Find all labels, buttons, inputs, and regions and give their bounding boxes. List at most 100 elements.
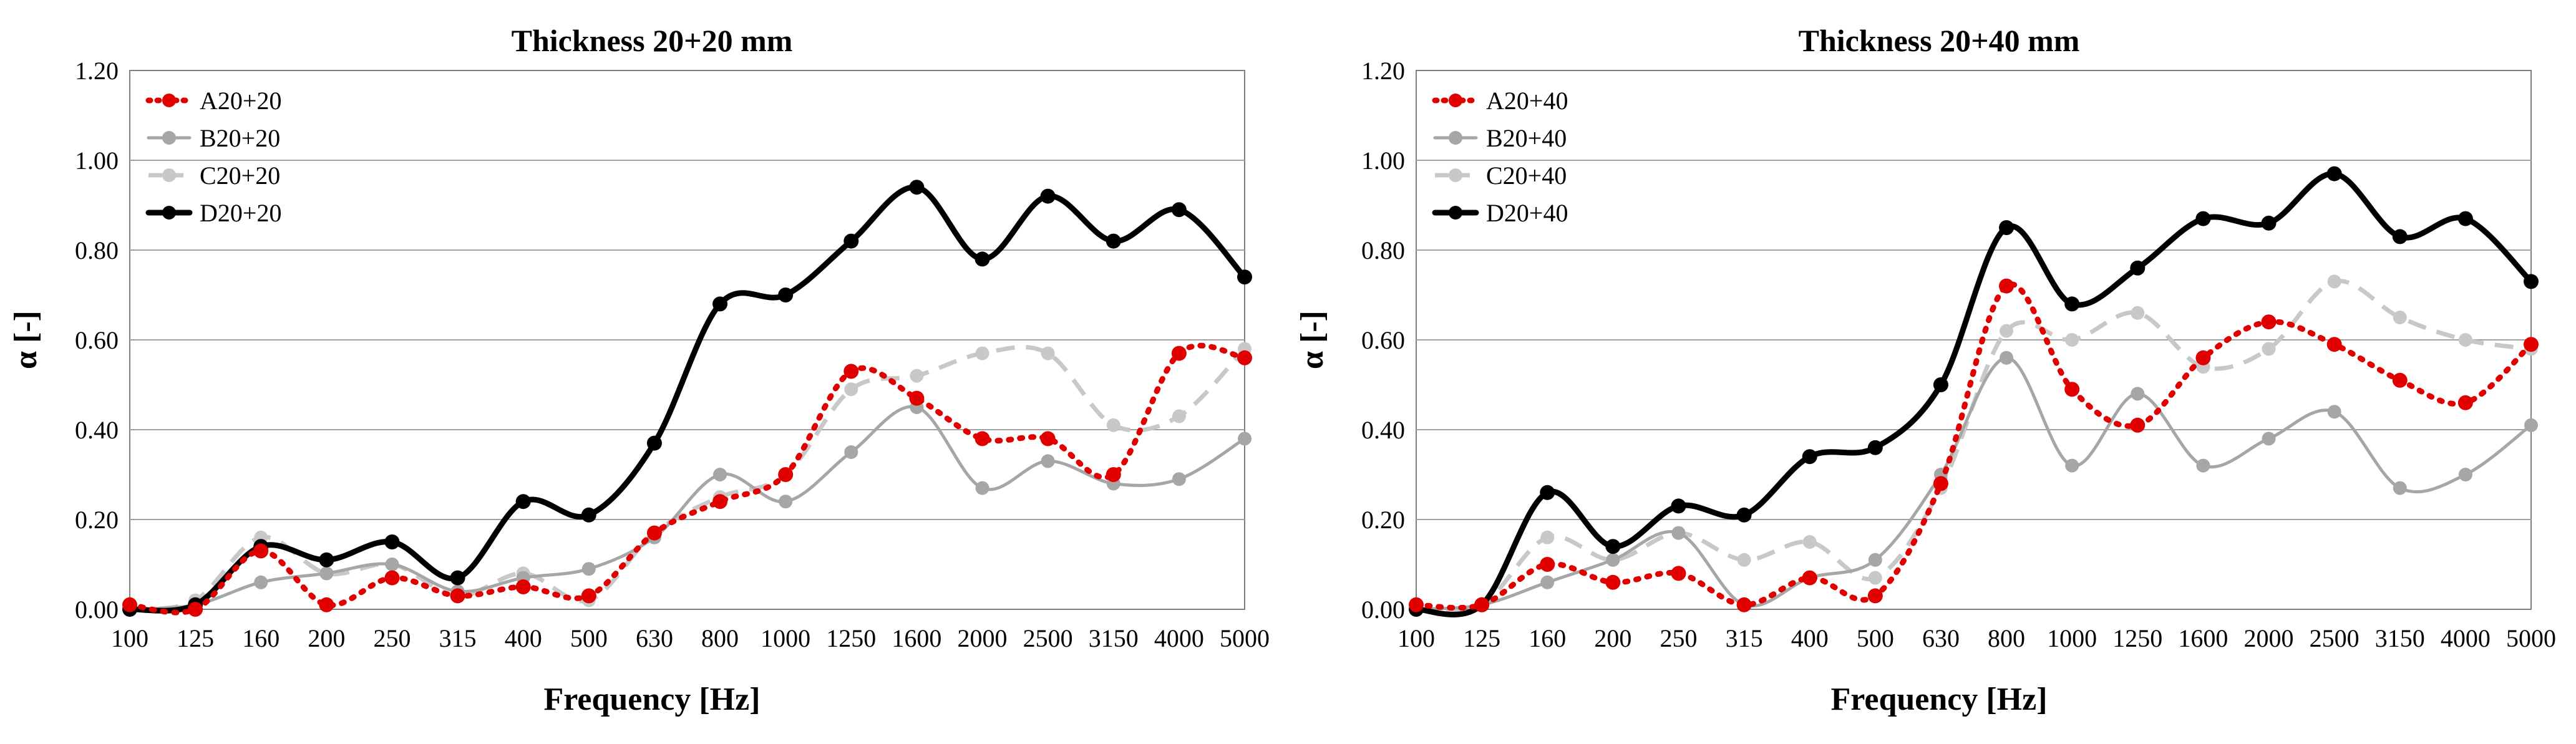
series-C20+40 bbox=[1409, 274, 2538, 616]
data-point bbox=[2327, 405, 2341, 419]
data-point bbox=[2392, 229, 2408, 244]
series-D20+40 bbox=[1409, 166, 2539, 617]
legend-label: C20+20 bbox=[200, 162, 280, 190]
data-point bbox=[844, 445, 858, 459]
data-point bbox=[1040, 188, 1056, 204]
data-point bbox=[1933, 476, 1948, 491]
data-point bbox=[450, 570, 465, 586]
data-point bbox=[319, 566, 334, 581]
data-point bbox=[1041, 346, 1055, 360]
x-tick-label: 1250 bbox=[2112, 624, 2162, 652]
data-point bbox=[1237, 269, 1252, 285]
data-point bbox=[2262, 432, 2276, 446]
data-point bbox=[975, 481, 989, 495]
legend-label: A20+40 bbox=[1486, 87, 1568, 115]
data-point bbox=[713, 468, 727, 481]
data-point bbox=[1867, 440, 1883, 455]
x-tick-label: 5000 bbox=[1220, 624, 1270, 652]
x-tick-label: 200 bbox=[308, 624, 345, 652]
series-A20+40 bbox=[1409, 278, 2539, 612]
x-tick-label: 1600 bbox=[2178, 624, 2228, 652]
data-point bbox=[1106, 418, 1120, 432]
x-tick-label: 4000 bbox=[2441, 624, 2491, 652]
x-tick-label: 800 bbox=[1988, 624, 2025, 652]
data-point bbox=[646, 435, 662, 451]
data-point bbox=[2458, 468, 2472, 481]
data-point bbox=[2457, 395, 2473, 410]
legend-swatch-marker bbox=[1449, 94, 1462, 107]
data-point bbox=[2131, 387, 2145, 401]
data-point bbox=[778, 287, 794, 302]
data-point bbox=[2000, 324, 2014, 338]
legend-item-B20+20: B20+20 bbox=[147, 124, 280, 152]
x-tick-label: 1000 bbox=[2047, 624, 2097, 652]
y-axis-label: α [-] bbox=[1295, 311, 1330, 369]
data-point bbox=[2000, 350, 2014, 365]
data-point bbox=[1540, 530, 1555, 544]
legend-swatch-marker bbox=[162, 94, 176, 107]
series-B20+20 bbox=[123, 400, 1252, 616]
series-line bbox=[127, 342, 1248, 616]
data-point bbox=[1041, 454, 1055, 468]
x-tick-label: 200 bbox=[1594, 624, 1631, 652]
x-tick-label: 800 bbox=[701, 624, 739, 652]
x-tick-label: 160 bbox=[1529, 624, 1566, 652]
x-tick-label: 250 bbox=[373, 624, 411, 652]
data-point bbox=[2326, 337, 2342, 352]
data-point bbox=[1106, 233, 1121, 249]
data-point bbox=[2393, 481, 2407, 495]
data-point bbox=[2524, 418, 2538, 432]
legend-swatch-marker bbox=[162, 131, 176, 145]
data-point bbox=[712, 296, 728, 312]
data-point bbox=[712, 494, 728, 510]
data-point bbox=[1671, 526, 1686, 540]
data-point bbox=[515, 579, 531, 594]
data-point bbox=[1474, 597, 1490, 612]
data-point bbox=[1737, 553, 1751, 567]
series-D20+20 bbox=[122, 180, 1252, 617]
data-point bbox=[844, 382, 858, 397]
x-tick-label: 2500 bbox=[2310, 624, 2360, 652]
y-tick-label: 0.80 bbox=[1361, 236, 1405, 264]
data-point bbox=[2130, 260, 2146, 276]
legend-item-A20+40: A20+40 bbox=[1432, 87, 1568, 115]
legend-swatch-marker bbox=[162, 168, 176, 182]
data-point bbox=[1802, 570, 1817, 586]
y-tick-label: 0.40 bbox=[75, 416, 119, 444]
data-point bbox=[1999, 220, 2015, 235]
data-point bbox=[1237, 350, 1252, 365]
x-tick-label: 100 bbox=[111, 624, 148, 652]
data-point bbox=[2392, 372, 2408, 388]
data-point bbox=[1172, 472, 1186, 486]
data-point bbox=[843, 233, 859, 249]
x-tick-label: 3150 bbox=[2375, 624, 2425, 652]
data-point bbox=[1868, 553, 1882, 567]
data-point bbox=[1540, 557, 1555, 572]
x-tick-label: 315 bbox=[1726, 624, 1763, 652]
data-point bbox=[385, 558, 399, 571]
legend-label: A20+20 bbox=[200, 87, 281, 115]
legend-item-B20+40: B20+40 bbox=[1433, 124, 1567, 152]
data-point bbox=[253, 543, 269, 559]
data-point bbox=[778, 467, 794, 482]
data-point bbox=[450, 588, 465, 604]
data-point bbox=[581, 588, 596, 604]
data-point bbox=[254, 575, 268, 589]
data-point bbox=[384, 534, 400, 549]
x-tick-label: 400 bbox=[505, 624, 542, 652]
data-point bbox=[1606, 553, 1620, 567]
x-tick-label: 400 bbox=[1791, 624, 1829, 652]
x-tick-label: 1000 bbox=[761, 624, 810, 652]
data-point bbox=[2196, 458, 2210, 473]
data-point bbox=[2195, 350, 2211, 365]
data-point bbox=[909, 390, 925, 406]
y-tick-label: 0.40 bbox=[1361, 416, 1405, 444]
legend-label: C20+40 bbox=[1486, 162, 1567, 190]
data-point bbox=[122, 597, 137, 612]
data-point bbox=[779, 495, 793, 509]
x-tick-label: 125 bbox=[177, 624, 214, 652]
x-tick-label: 315 bbox=[439, 624, 477, 652]
x-tick-label: 2500 bbox=[1023, 624, 1073, 652]
x-tick-label: 630 bbox=[1922, 624, 1960, 652]
legend-item-D20+40: D20+40 bbox=[1432, 199, 1568, 227]
